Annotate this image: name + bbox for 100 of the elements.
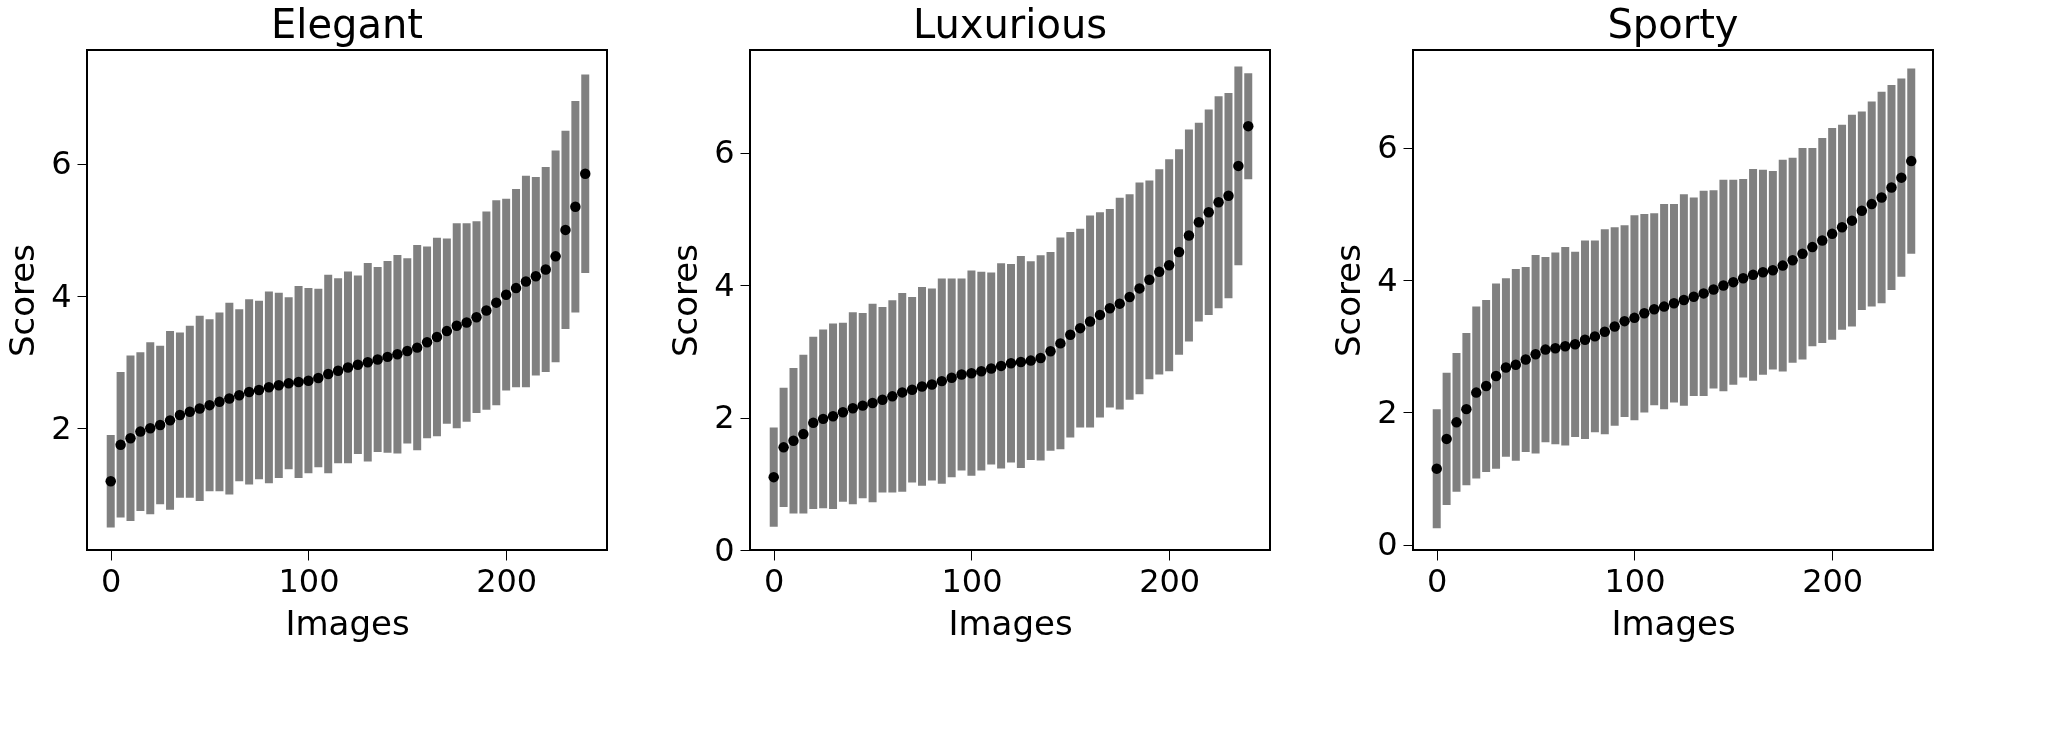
point: [1678, 294, 1690, 306]
point: [510, 282, 522, 294]
point: [194, 403, 205, 414]
point: [322, 368, 334, 380]
point: [214, 396, 225, 408]
point: [1737, 272, 1749, 284]
point: [1589, 331, 1601, 342]
point: [1471, 387, 1482, 398]
y-tick-label: 0: [714, 530, 735, 569]
point: [1520, 354, 1531, 365]
point: [1065, 329, 1076, 340]
y-axis-title: Scores: [1328, 244, 1369, 357]
x-tick-label: 0: [764, 561, 785, 600]
point: [1005, 358, 1017, 369]
point: [1243, 120, 1254, 132]
point: [1094, 309, 1106, 321]
point: [283, 378, 294, 389]
point: [382, 351, 393, 363]
y-tick-label: 6: [1377, 128, 1398, 167]
point: [1817, 235, 1828, 246]
point: [817, 413, 829, 425]
point: [995, 360, 1007, 372]
point: [1015, 356, 1027, 368]
point: [431, 331, 443, 343]
x-axis-title: Images: [948, 602, 1073, 643]
point: [145, 423, 156, 434]
point: [1906, 155, 1917, 167]
point: [234, 390, 245, 401]
x-axis-title: Images: [1611, 602, 1736, 643]
point: [540, 264, 551, 275]
point: [956, 369, 967, 380]
point: [224, 393, 235, 404]
point: [174, 409, 186, 421]
point: [985, 363, 997, 374]
point: [1826, 228, 1838, 240]
point: [966, 367, 977, 379]
point: [313, 372, 324, 384]
y-tick-label: 0: [1377, 525, 1398, 564]
point: [1728, 276, 1739, 288]
x-tick-label: 100: [278, 561, 340, 600]
point: [352, 359, 364, 371]
y-tick-label: 4: [714, 265, 735, 304]
point: [530, 270, 542, 282]
point: [1074, 322, 1086, 334]
point: [1134, 283, 1145, 294]
point: [857, 400, 868, 411]
point: [1629, 312, 1640, 324]
point: [1718, 280, 1729, 291]
point: [837, 407, 849, 418]
x-tick-label: 200: [1139, 561, 1201, 600]
point: [1045, 346, 1056, 357]
point: [1856, 205, 1868, 216]
point: [402, 345, 413, 357]
point: [392, 349, 403, 360]
point: [560, 224, 571, 236]
point: [550, 251, 561, 262]
point: [461, 317, 472, 328]
point: [1807, 241, 1818, 253]
point: [1569, 339, 1581, 350]
point: [421, 337, 433, 348]
point: [184, 406, 196, 418]
point: [778, 442, 789, 453]
point: [1599, 326, 1611, 337]
point: [877, 394, 888, 405]
y-tick-label: 2: [714, 398, 735, 437]
point: [788, 435, 799, 446]
point: [1787, 255, 1798, 266]
point: [520, 276, 532, 287]
point: [867, 397, 878, 409]
point: [362, 356, 373, 368]
point: [798, 428, 809, 440]
point: [105, 475, 116, 487]
point: [1035, 352, 1046, 364]
y-tick-label: 4: [1377, 260, 1398, 299]
x-tick-label: 100: [1604, 561, 1666, 600]
point: [451, 320, 462, 332]
point: [1698, 288, 1709, 299]
point: [481, 305, 492, 316]
point: [1173, 246, 1185, 258]
point: [1777, 260, 1788, 271]
x-tick-label: 0: [1427, 561, 1448, 600]
point: [926, 379, 938, 390]
point: [1846, 215, 1858, 226]
chart-title: Luxurious: [912, 1, 1108, 47]
point: [936, 375, 948, 387]
y-tick-label: 2: [51, 408, 72, 447]
point: [1104, 303, 1116, 314]
point: [887, 391, 898, 402]
point: [253, 384, 265, 396]
point: [1688, 291, 1699, 302]
point: [1461, 403, 1472, 415]
point: [1767, 265, 1779, 276]
point: [204, 399, 215, 411]
point: [342, 362, 354, 373]
point: [1658, 301, 1670, 312]
point: [1747, 269, 1759, 281]
point: [1797, 248, 1808, 259]
point: [1609, 321, 1620, 332]
x-axis-title: Images: [285, 602, 410, 643]
point: [491, 297, 502, 308]
